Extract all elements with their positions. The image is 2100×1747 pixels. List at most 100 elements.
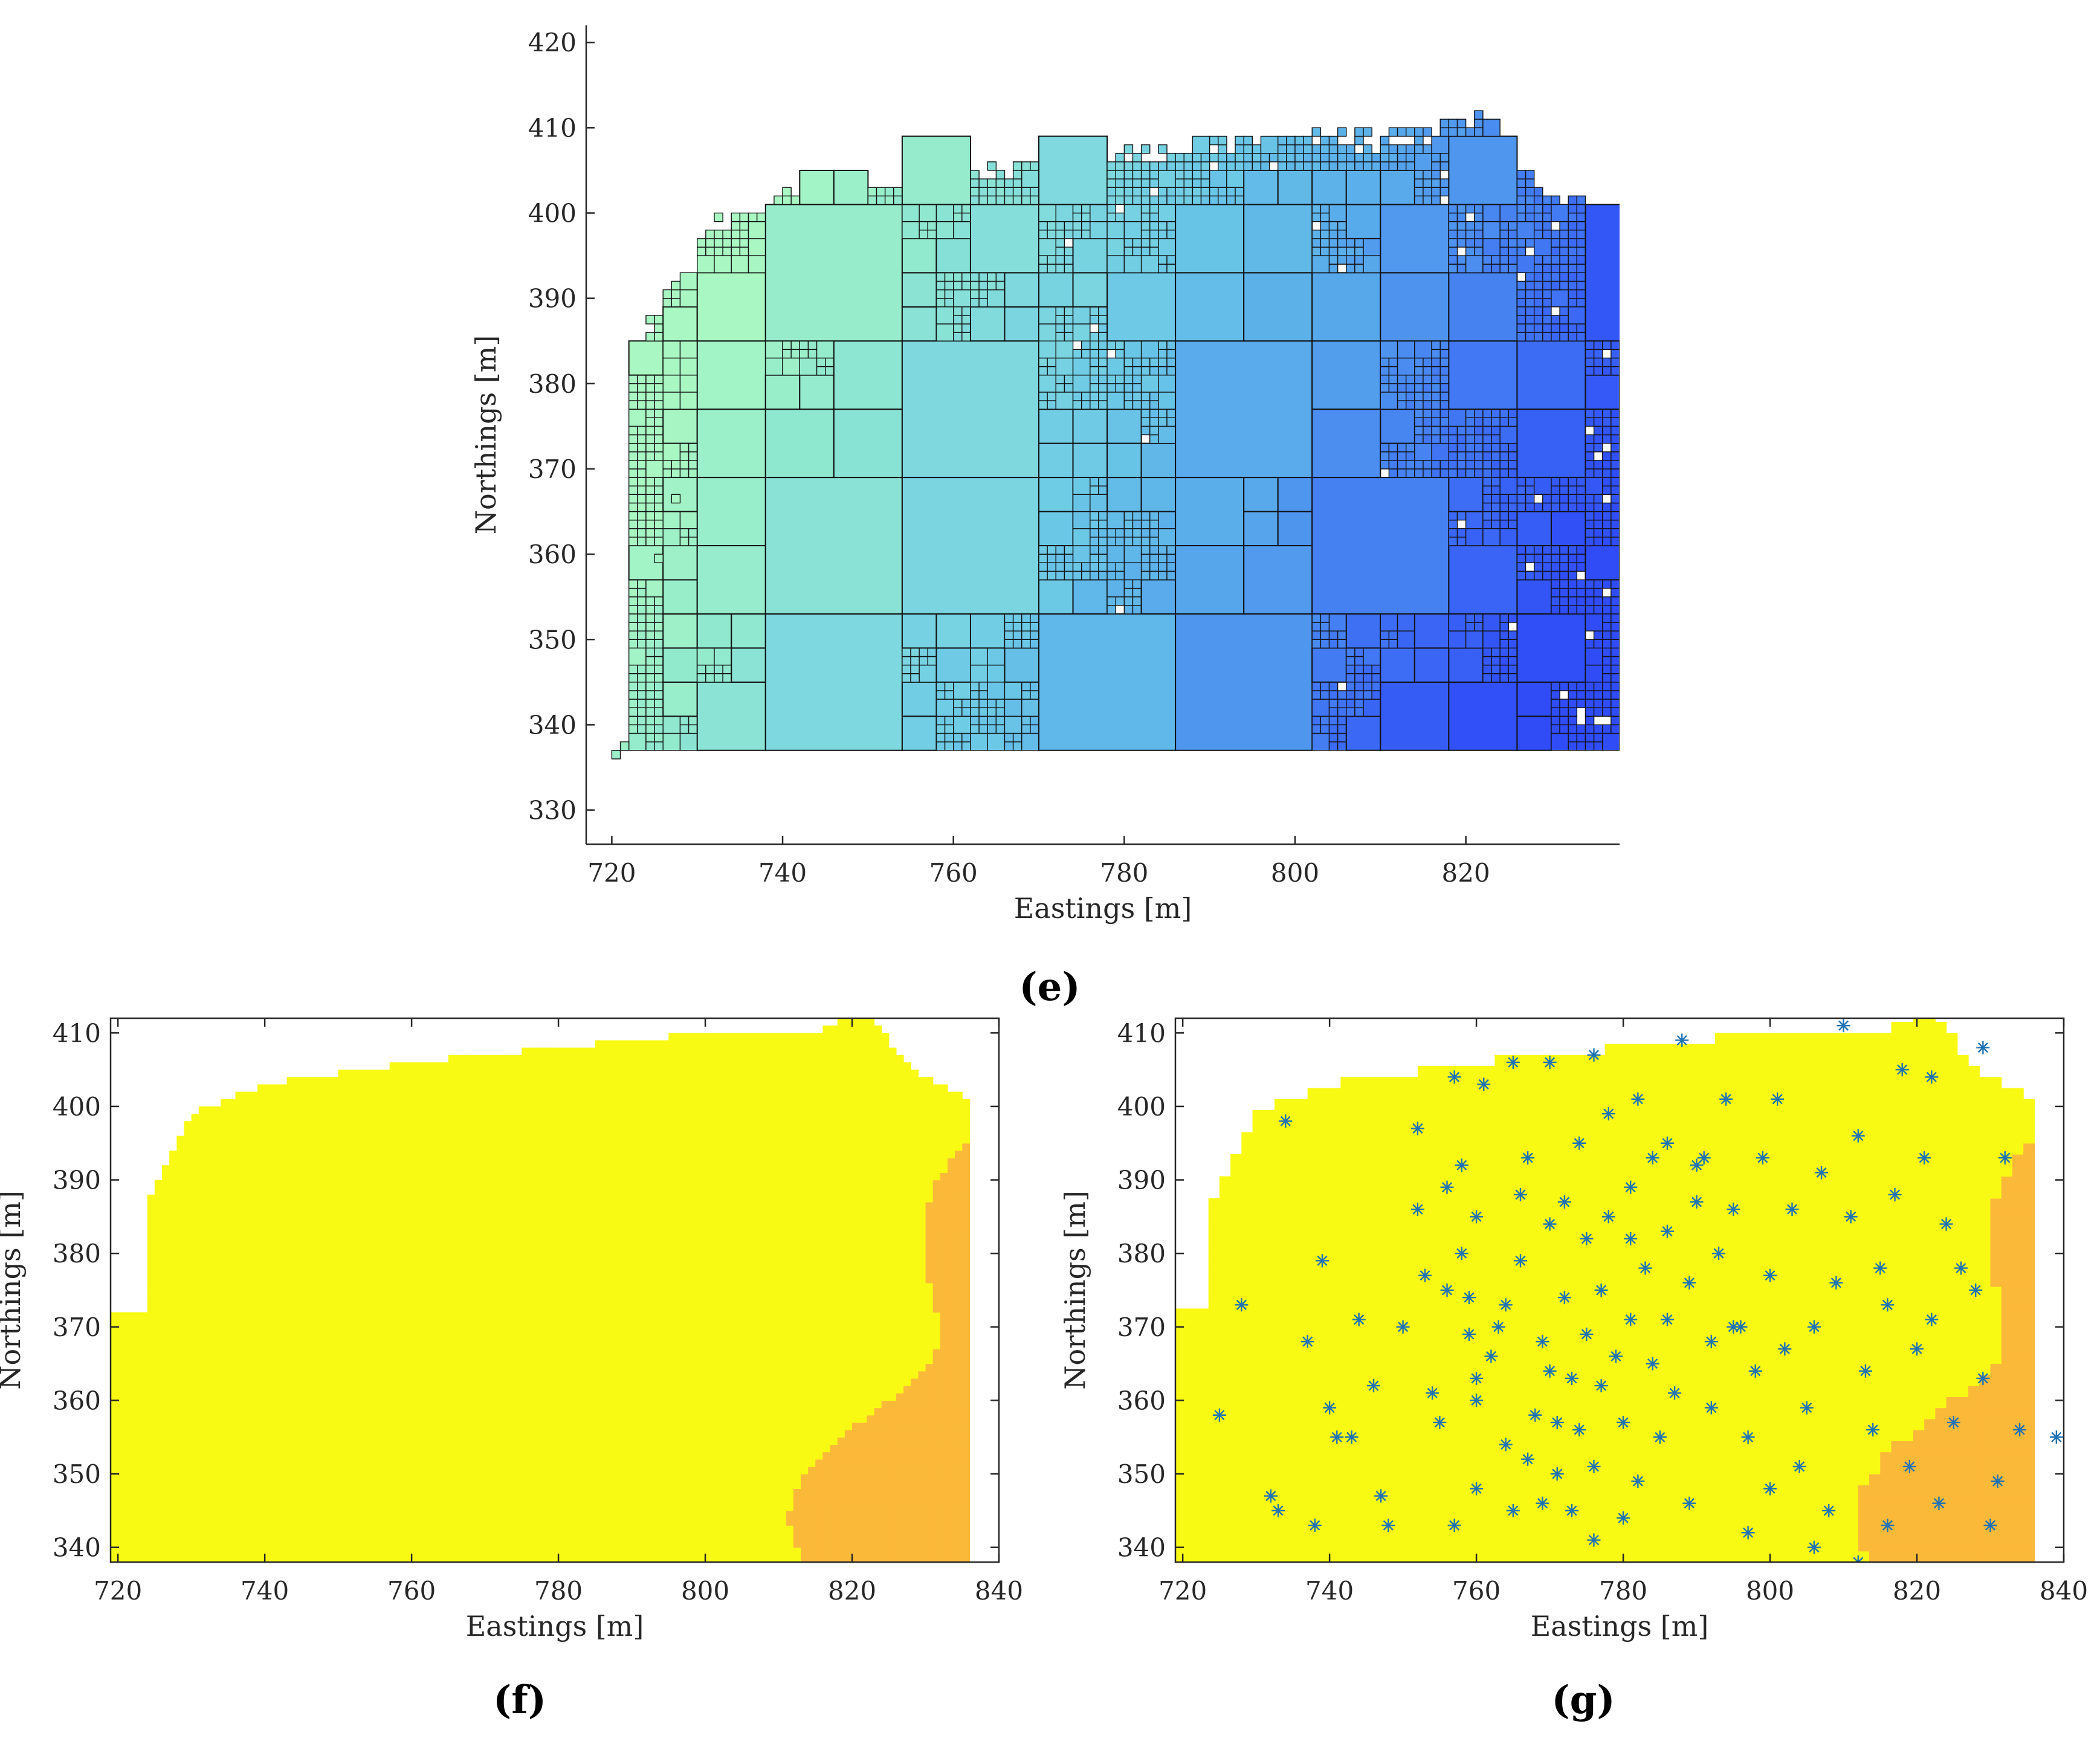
quadtree-cell: [1115, 528, 1125, 538]
contour-cell: [272, 1422, 280, 1430]
quadtree-cell: [961, 280, 971, 291]
quadtree-cell: [995, 178, 1006, 188]
quadtree-cell: [1030, 715, 1039, 726]
quadtree-cell: [637, 519, 647, 529]
quadtree-cell: [1525, 323, 1535, 333]
contour-cell: [272, 1547, 280, 1555]
contour-cell: [412, 1062, 419, 1070]
contour-cell: [250, 1407, 258, 1416]
contour-cell: [426, 1525, 435, 1533]
contour-cell: [265, 1386, 273, 1393]
quadtree-cell: [1585, 366, 1595, 376]
contour-cell: [389, 1393, 398, 1401]
contour-cell: [184, 1393, 192, 1401]
contour-cell: [265, 1224, 273, 1232]
quadtree-cell: [748, 255, 766, 274]
quadtree-cell: [1551, 255, 1560, 265]
contour-cell: [286, 1474, 295, 1482]
quadtree-cell: [901, 135, 971, 205]
contour-cell: [345, 1407, 354, 1416]
quadtree-cell: [1303, 144, 1313, 154]
contour-cell: [250, 1488, 258, 1497]
quadtree-cell: [714, 212, 723, 222]
contour-cell: [396, 1378, 405, 1386]
contour-cell: [294, 1158, 302, 1166]
contour-cell: [352, 1261, 361, 1269]
quadtree-cell: [1012, 741, 1023, 751]
contour-cell: [184, 1172, 192, 1181]
contour-cell: [154, 1209, 163, 1217]
quadtree-cell: [1611, 639, 1620, 649]
quadtree-cell: [1611, 622, 1620, 631]
quadtree-cell: [995, 699, 1006, 708]
quadtree-cell: [1371, 690, 1381, 700]
contour-cell: [198, 1121, 207, 1129]
quadtree-cell: [1705, 546, 1722, 563]
quadtree-cell: [662, 297, 673, 308]
quadtree-cell: [1311, 247, 1322, 256]
contour-cell: [396, 1099, 405, 1107]
contour-cell: [279, 1143, 288, 1151]
quadtree-cell: [1705, 477, 1713, 486]
quadtree-cell: [1499, 204, 1518, 222]
quadtree-cell: [1499, 502, 1509, 512]
quadtree-cell: [1576, 477, 1586, 486]
quadtree-cell: [1346, 690, 1355, 700]
contour-cell: [338, 1246, 346, 1254]
quadtree-cell: [1431, 153, 1441, 163]
contour-cell: [125, 1525, 134, 1533]
contour-cell: [257, 1503, 265, 1511]
contour-cell: [154, 1275, 163, 1284]
contour-cell: [389, 1349, 398, 1357]
contour-cell: [242, 1518, 251, 1526]
contour-cell: [433, 1547, 442, 1555]
contour-cell: [382, 1312, 390, 1320]
contour-cell: [169, 1393, 177, 1401]
quadtree-cell: [1115, 195, 1125, 205]
quadtree-cell: [1499, 630, 1509, 640]
contour-cell: [205, 1231, 214, 1239]
quadtree-cell: [637, 673, 647, 683]
contour-cell: [419, 1342, 427, 1349]
quadtree-cell: [688, 715, 698, 726]
contour-cell: [184, 1422, 192, 1430]
contour-cell: [184, 1143, 192, 1151]
contour-cell: [154, 1540, 163, 1548]
quadtree-cell: [628, 434, 638, 444]
contour-cell: [396, 1062, 405, 1070]
contour-cell: [191, 1121, 199, 1129]
contour-cell: [382, 1371, 390, 1379]
quadtree-cell: [1551, 485, 1560, 496]
contour-cell: [331, 1216, 339, 1225]
quadtree-cell: [1654, 734, 1662, 742]
contour-cell: [221, 1496, 228, 1504]
contour-cell: [338, 1444, 346, 1453]
contour-cell: [221, 1261, 228, 1269]
contour-cell: [412, 1135, 419, 1144]
quadtree-cell: [1636, 358, 1645, 366]
quadtree-cell: [662, 460, 673, 470]
contour-cell: [441, 1510, 449, 1519]
contour-cell: [154, 1224, 163, 1232]
contour-cell: [111, 1503, 118, 1511]
contour-cell: [250, 1202, 258, 1210]
quadtree-cell: [1132, 357, 1142, 367]
quadtree-cell: [1679, 674, 1688, 682]
quadtree-cell: [1166, 221, 1176, 231]
contour-cell: [198, 1503, 207, 1511]
contour-cell: [257, 1459, 265, 1467]
quadtree-cell: [1593, 442, 1603, 453]
quadtree-cell: [1123, 545, 1142, 563]
contour-cell: [375, 1474, 383, 1482]
quadtree-cell: [1090, 554, 1099, 563]
contour-cell: [235, 1371, 244, 1379]
quadtree-cell: [1679, 349, 1688, 358]
quadtree-cell: [1568, 212, 1578, 222]
quadtree-cell: [1516, 554, 1527, 563]
quadtree-cell: [645, 374, 655, 384]
contour-cell: [382, 1525, 390, 1533]
quadtree-cell: [867, 195, 877, 205]
quadtree-cell: [1465, 230, 1475, 239]
quadtree-cell: [1568, 579, 1578, 589]
quadtree-cell: [1696, 716, 1705, 725]
